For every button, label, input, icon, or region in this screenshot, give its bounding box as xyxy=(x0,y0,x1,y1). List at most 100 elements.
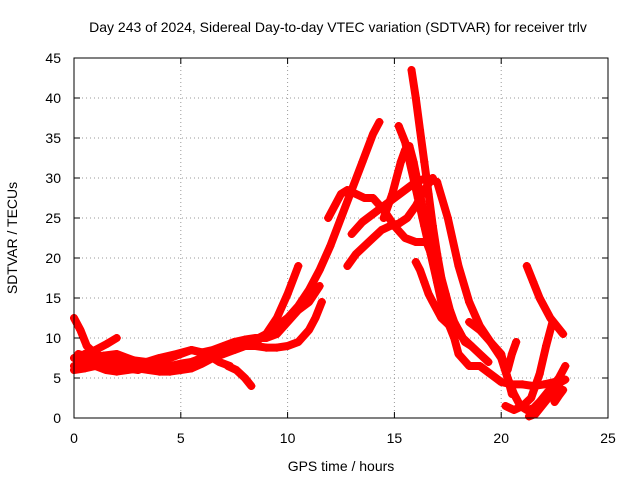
data-point xyxy=(311,314,320,322)
data-point xyxy=(315,266,324,274)
data-point xyxy=(454,262,463,270)
data-point xyxy=(411,94,420,102)
data-point xyxy=(497,378,506,386)
data-point xyxy=(283,342,292,350)
data-point xyxy=(360,194,369,202)
data-point xyxy=(424,290,433,298)
data-point xyxy=(539,380,548,389)
data-point xyxy=(272,314,281,322)
data-point xyxy=(377,226,386,234)
data-point xyxy=(112,350,121,358)
data-point xyxy=(554,391,563,400)
data-point xyxy=(518,380,527,389)
data-point xyxy=(134,364,143,373)
data-point xyxy=(401,146,410,154)
data-point xyxy=(360,242,369,250)
data-point xyxy=(351,190,360,198)
data-point xyxy=(80,350,89,358)
data-point xyxy=(142,358,151,366)
data-point xyxy=(272,330,281,338)
data-point xyxy=(294,306,303,314)
data-point xyxy=(375,118,384,126)
data-point xyxy=(428,254,437,262)
data-point xyxy=(294,262,303,270)
y-tick-label: 40 xyxy=(45,90,61,106)
data-point xyxy=(475,350,484,358)
data-point xyxy=(433,306,442,314)
data-point xyxy=(405,142,414,150)
data-point xyxy=(561,362,570,370)
data-point xyxy=(501,402,510,410)
data-point xyxy=(557,378,566,386)
data-point xyxy=(529,278,538,286)
data-point xyxy=(420,278,429,286)
data-point xyxy=(262,334,271,342)
data-point xyxy=(401,234,410,242)
data-point xyxy=(251,342,260,350)
data-point xyxy=(76,326,85,334)
data-point xyxy=(416,126,425,134)
data-point xyxy=(82,342,91,350)
y-tick-label: 5 xyxy=(53,370,61,386)
data-point xyxy=(437,314,446,322)
data-point xyxy=(465,362,474,370)
data-point xyxy=(510,390,519,398)
data-point xyxy=(283,318,292,326)
data-point xyxy=(283,290,292,298)
data-point xyxy=(527,394,536,402)
x-tick-label: 10 xyxy=(280,430,296,446)
data-point xyxy=(219,342,228,350)
data-point xyxy=(486,370,495,378)
data-point xyxy=(379,214,388,222)
data-point xyxy=(80,364,89,373)
data-point xyxy=(475,326,484,334)
data-point xyxy=(439,302,448,310)
data-point xyxy=(524,412,533,421)
data-point xyxy=(219,350,228,358)
data-point xyxy=(369,130,378,138)
data-point xyxy=(176,366,185,374)
data-point xyxy=(433,178,442,186)
data-point xyxy=(465,298,474,306)
series-line xyxy=(80,334,121,358)
data-point xyxy=(559,330,568,338)
data-point xyxy=(330,202,339,210)
series-track-6 xyxy=(80,334,121,358)
data-point xyxy=(294,338,303,346)
data-point xyxy=(251,334,260,342)
data-point xyxy=(394,219,403,228)
data-point xyxy=(99,351,108,360)
data-point xyxy=(304,286,313,294)
data-point xyxy=(247,382,256,390)
series-track-4 xyxy=(70,298,326,376)
data-point xyxy=(503,374,512,382)
data-point xyxy=(450,334,459,342)
data-point xyxy=(324,214,333,222)
data-point xyxy=(518,402,527,410)
data-series xyxy=(70,66,570,421)
data-point xyxy=(522,262,531,270)
data-point xyxy=(535,370,544,378)
series-track-20 xyxy=(550,386,568,406)
data-point xyxy=(454,326,463,334)
data-point xyxy=(503,366,512,374)
data-point xyxy=(155,354,164,362)
data-point xyxy=(435,278,444,286)
y-tick-label: 0 xyxy=(53,410,61,426)
series-track-13 xyxy=(379,142,444,286)
data-point xyxy=(484,358,493,366)
data-point xyxy=(343,262,352,270)
data-point xyxy=(392,174,401,182)
data-point xyxy=(422,222,431,230)
data-point xyxy=(537,402,546,410)
data-point xyxy=(102,366,111,374)
data-point xyxy=(512,338,521,346)
series-track-16 xyxy=(503,338,521,374)
data-point xyxy=(388,190,397,198)
data-point xyxy=(454,350,463,358)
plot-frame xyxy=(73,57,609,419)
data-point xyxy=(401,186,410,194)
x-axis-title: GPS time / hours xyxy=(288,458,395,474)
data-point xyxy=(416,190,425,198)
series-track-7 xyxy=(223,362,256,390)
